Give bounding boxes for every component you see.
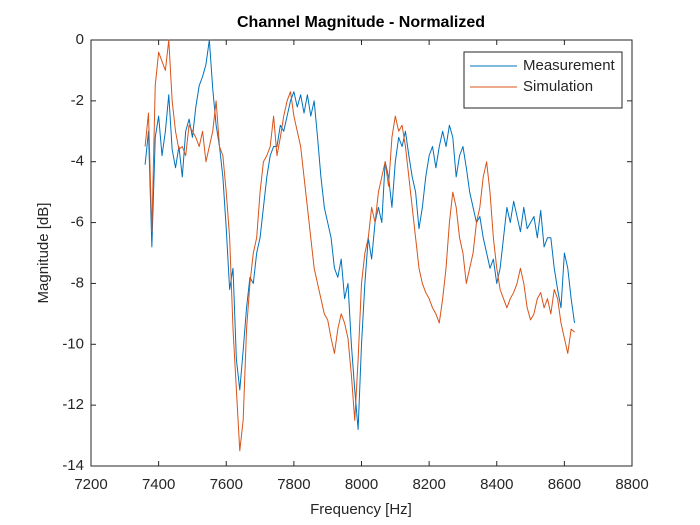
x-tick-label: 7200 — [74, 476, 107, 493]
x-axis-label: Frequency [Hz] — [310, 501, 412, 518]
x-tick-label: 8400 — [480, 476, 513, 493]
y-tick-label: -2 — [71, 92, 84, 109]
x-tick-label: 7600 — [210, 476, 243, 493]
legend-label: Simulation — [523, 78, 593, 95]
y-axis-label: Magnitude [dB] — [35, 203, 52, 304]
x-tick-label: 7800 — [277, 476, 310, 493]
x-tick-label: 8600 — [548, 476, 581, 493]
y-tick-label: 0 — [76, 31, 84, 48]
y-tick-label: -14 — [62, 457, 84, 474]
data-line — [144, 39, 576, 430]
legend-box — [463, 51, 623, 109]
y-tick-label: -8 — [71, 274, 84, 291]
plot-box — [90, 39, 633, 467]
chart-title: Channel Magnitude - Normalized — [237, 14, 485, 31]
x-tick-label: 8000 — [345, 476, 378, 493]
y-tick-label: -12 — [62, 396, 84, 413]
y-tick-label: -4 — [71, 153, 84, 170]
y-tick-label: -10 — [62, 335, 84, 352]
x-tick-label: 7400 — [142, 476, 175, 493]
legend-label: Measurement — [523, 57, 616, 74]
x-tick-label: 8200 — [412, 476, 445, 493]
y-tick-label: -6 — [71, 214, 84, 231]
x-tick-label: 8800 — [615, 476, 648, 493]
data-line — [144, 39, 575, 452]
